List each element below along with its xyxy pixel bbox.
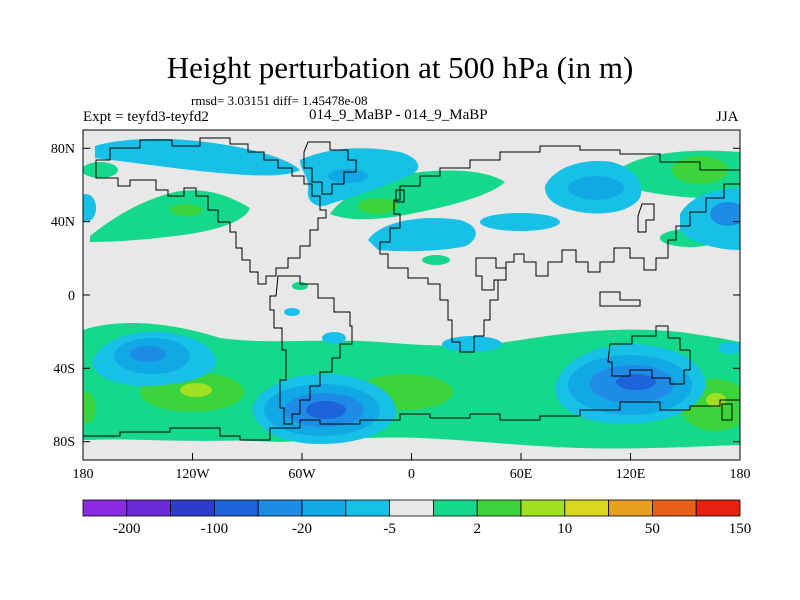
colorbar-swatch [345, 499, 390, 517]
colorbar-label: 2 [473, 521, 481, 537]
colorbar-label: 150 [729, 521, 752, 537]
colorbar [82, 499, 741, 517]
colorbar-swatch [564, 499, 609, 517]
y-tick-label: 80S [53, 435, 75, 450]
south-pacific-far-east-blue [718, 342, 740, 354]
south-atlantic-low-core [306, 401, 346, 419]
south-pacific-west-high-core [706, 393, 726, 407]
north-pacific-high-core [170, 204, 202, 216]
season-label: JJA [716, 109, 739, 125]
antarctica-coast [83, 399, 740, 441]
greenland-coast [303, 141, 357, 195]
indonesia-coast [599, 291, 641, 307]
south-africa-blue [442, 336, 502, 352]
arctic-low-europe-core [328, 169, 368, 183]
siberia-low-core [568, 176, 624, 200]
south-america-coast [269, 275, 353, 425]
x-tick-label: 120E [616, 467, 646, 482]
arctic-low-america [95, 138, 300, 176]
colorbar-label: -200 [113, 521, 141, 537]
map-title: Height perturbation at 500 hPa (in m) [166, 50, 634, 85]
colorbar-swatch [82, 499, 128, 517]
x-tick-labels: 180 120W 60W 0 60E 120E 180 [73, 467, 751, 482]
x-tick-label: 180 [730, 467, 751, 482]
colorbar-swatch [476, 499, 522, 517]
north-america-coast [95, 137, 327, 285]
subtropical-south-pacific-low-core [130, 346, 166, 362]
colorbar-label: -100 [201, 521, 229, 537]
stats-text: rmsd= 3.03151 diff= 1.45478e-08 [191, 93, 368, 108]
arabia-coast [475, 257, 507, 291]
north-pacific-high [90, 190, 250, 242]
negative-anomalies [83, 138, 740, 444]
period-label: 014_9_MaBP - 014_9_MaBP [309, 107, 488, 123]
x-tick-label: 120W [175, 467, 210, 482]
colorbar-swatch [608, 499, 653, 517]
colorbar-swatch [170, 499, 215, 517]
north-atlantic-high-core [358, 198, 398, 214]
north-pacific-low-wrap [83, 194, 96, 222]
arctic-green-west [83, 162, 118, 178]
north-pacific-low-core [710, 202, 740, 226]
sw-atlantic-blue [322, 332, 346, 344]
colorbar-label: 50 [645, 521, 660, 537]
colorbar-label: -20 [292, 521, 312, 537]
colorbar-swatch [652, 499, 697, 517]
colorbar-swatch [301, 499, 347, 517]
mediterranean-low [368, 218, 476, 252]
colorbar-swatch [213, 499, 259, 517]
south-america-blue [284, 308, 300, 316]
colorbar-swatch [695, 499, 741, 517]
x-tick-label: 60E [510, 467, 533, 482]
south-west-edge-green [83, 392, 96, 424]
colorbar-label: -5 [383, 521, 396, 537]
colorbar-swatch [389, 499, 434, 517]
y-tick-label: 40N [51, 215, 75, 230]
y-tick-label: 80N [51, 142, 75, 157]
south-pacific-high-core [180, 383, 212, 397]
australia-coast [607, 325, 691, 385]
y-tick-label: 0 [68, 289, 75, 304]
japan-coast [637, 203, 655, 233]
contour-fields [83, 138, 740, 449]
uk-coast [395, 189, 405, 203]
colorbar-swatch [432, 499, 478, 517]
x-tick-label: 60W [288, 467, 316, 482]
central-asia-blue [480, 213, 560, 231]
new-zealand-coast [721, 403, 733, 421]
colorbar-swatch [257, 499, 303, 517]
y-tick-label: 40S [53, 362, 75, 377]
colorbar-label: 10 [557, 521, 572, 537]
colorbar-swatch [520, 499, 566, 517]
colorbar-swatch [126, 499, 172, 517]
x-tick-label: 180 [73, 467, 94, 482]
eurasia-africa-coast [379, 145, 740, 353]
south-indian-ocean-low-core [616, 374, 656, 390]
colorbar-labels: -200 -100 -20 -5 2 10 50 150 [113, 521, 751, 537]
experiment-label: Expt = teyfd3-teyfd2 [83, 109, 209, 125]
y-tick-labels: 80N 40N 0 40S 80S [51, 142, 75, 450]
x-tick-label: 0 [408, 467, 415, 482]
coastlines [83, 137, 740, 441]
mediterranean-green [422, 255, 450, 265]
axis-ticks [82, 147, 741, 460]
